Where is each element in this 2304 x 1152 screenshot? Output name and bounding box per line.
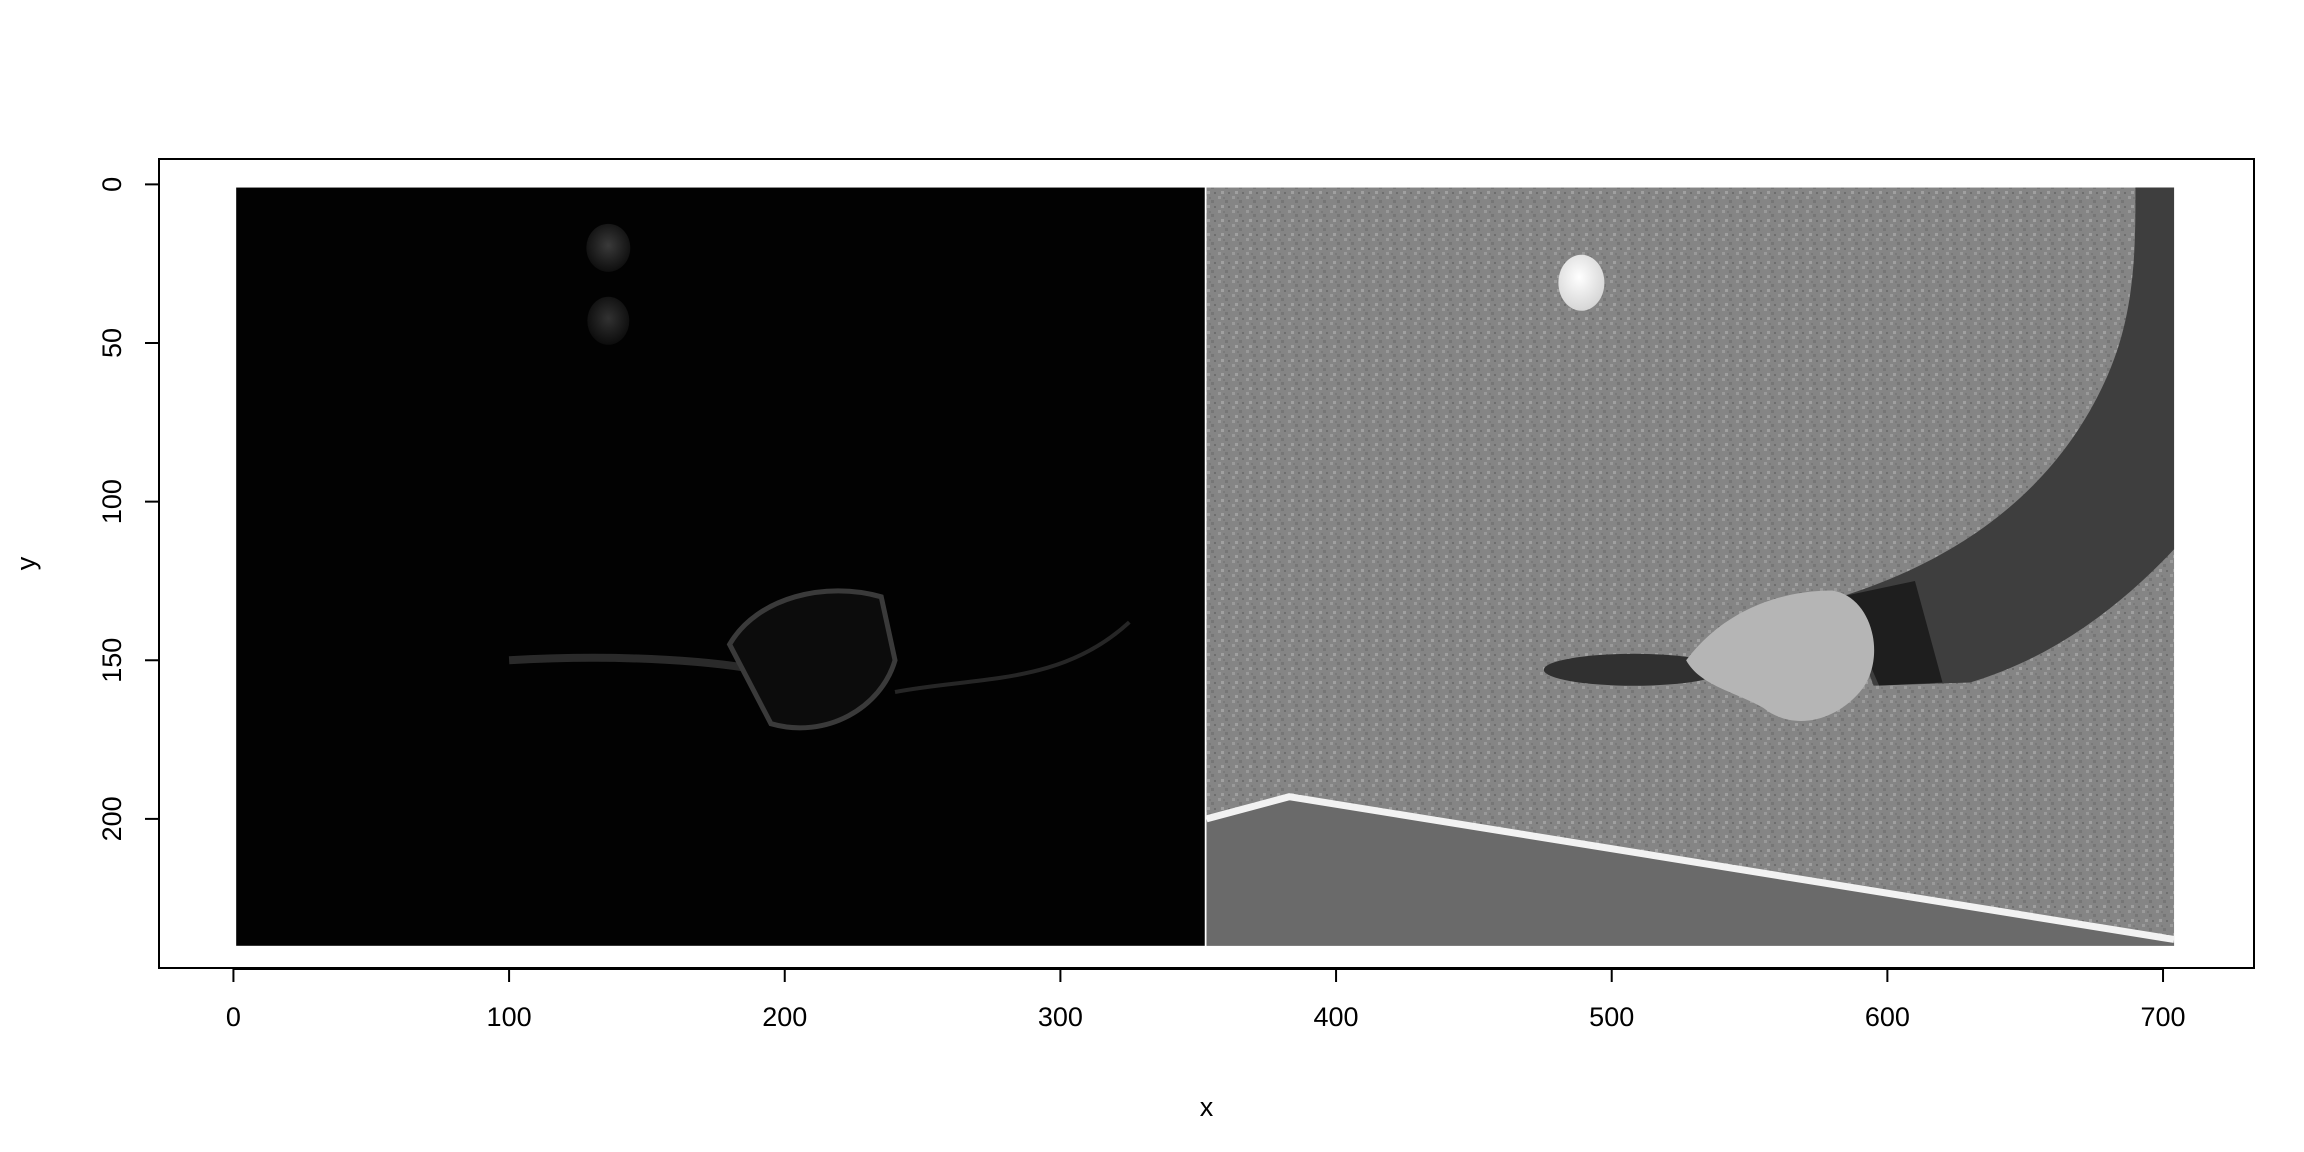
x-tick-label: 700 [2141, 1002, 2186, 1032]
y-tick-label: 100 [97, 479, 127, 524]
left-panel-dark-image [236, 187, 1205, 946]
x-tick-label: 400 [1314, 1002, 1359, 1032]
sleeve [1840, 187, 2175, 686]
y-tick-label: 0 [97, 177, 127, 192]
y-axis: 0 50 100 150 200 [97, 177, 159, 841]
faint-arm-outline [894, 620, 1131, 694]
y-axis-title: y [11, 556, 41, 570]
x-tick-label: 600 [1865, 1002, 1910, 1032]
x-tick-label: 100 [487, 1002, 532, 1032]
x-axis: 0 100 200 300 400 500 600 700 [226, 968, 2186, 1032]
left-panel-background [236, 187, 1205, 946]
hand [1686, 590, 1875, 721]
x-tick-label: 0 [226, 1002, 241, 1032]
image-raster [236, 187, 2175, 946]
faint-ball-lower [587, 296, 630, 345]
ping-pong-ball [1558, 254, 1605, 311]
x-tick-label: 300 [1038, 1002, 1083, 1032]
faint-hand-outline [726, 588, 898, 731]
x-axis-title: x [1200, 1092, 1214, 1122]
x-tick-label: 500 [1589, 1002, 1634, 1032]
y-tick-label: 50 [97, 328, 127, 358]
y-tick-label: 200 [97, 796, 127, 841]
faint-ball-upper [586, 223, 631, 272]
table-surface [1206, 796, 2175, 946]
table-edge-line [1205, 793, 2175, 943]
right-panel-grayscale-image [1205, 187, 2175, 946]
paddle-blade [1543, 653, 1724, 686]
x-tick-label: 200 [762, 1002, 807, 1032]
cuff [1840, 580, 1943, 686]
y-tick-label: 150 [97, 638, 127, 683]
